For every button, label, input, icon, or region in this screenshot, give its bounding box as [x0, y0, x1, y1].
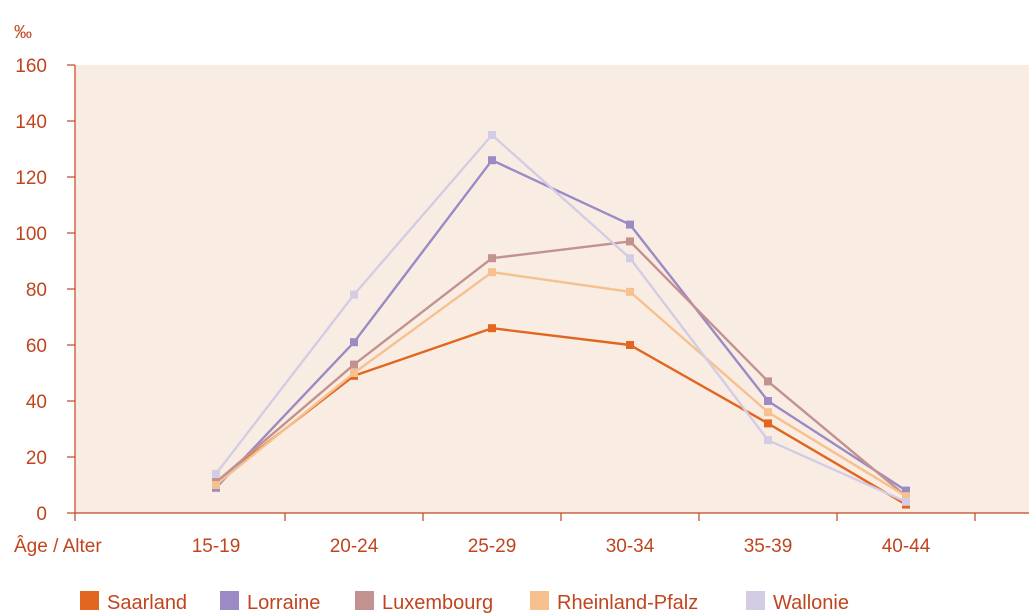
series-rheinland-pfalz — [212, 268, 910, 501]
y-tick-label: 80 — [26, 280, 47, 301]
x-tick-label: 25-29 — [468, 536, 517, 557]
data-point[interactable] — [902, 486, 910, 495]
series-layer — [212, 131, 910, 509]
axes: 0 20 40 60 80 100 120 140 160 15-19 20-24 25-29 30-3… — [15, 56, 1029, 557]
legend-swatch — [220, 591, 239, 610]
data-point[interactable] — [488, 268, 496, 277]
data-point[interactable] — [350, 290, 358, 299]
y-unit-label: ‰ — [14, 22, 32, 42]
series-line — [215, 133, 907, 503]
y-tick-label: 160 — [15, 56, 47, 77]
series-line — [215, 158, 907, 492]
data-point[interactable] — [212, 469, 220, 478]
legend-label: Luxembourg — [382, 592, 493, 614]
data-point[interactable] — [488, 131, 496, 139]
series-wallonie — [212, 131, 910, 506]
legend-label: Saarland — [107, 592, 187, 614]
y-tick-label: 140 — [15, 112, 47, 133]
x-tick-label: 20-24 — [330, 536, 379, 557]
series-line — [215, 240, 907, 498]
data-point[interactable] — [764, 436, 772, 445]
data-point[interactable] — [350, 360, 358, 369]
data-point[interactable] — [488, 156, 496, 165]
x-tick-label: 15-19 — [192, 536, 241, 557]
data-point[interactable] — [488, 324, 496, 333]
legend-item[interactable]: Luxembourg — [355, 591, 493, 614]
x-tick-label: 40-44 — [882, 536, 931, 557]
y-tick-label: 0 — [36, 504, 47, 525]
data-point[interactable] — [350, 338, 358, 347]
y-tick-label: 120 — [15, 168, 47, 189]
legend-swatch — [355, 591, 374, 610]
data-point[interactable] — [488, 254, 496, 263]
data-point[interactable] — [764, 377, 772, 386]
x-axis-title: Âge / Alter — [14, 535, 102, 557]
legend-item[interactable]: Lorraine — [220, 591, 320, 614]
data-point[interactable] — [764, 397, 772, 405]
data-point[interactable] — [626, 220, 634, 229]
legend-label: Wallonie — [773, 592, 849, 614]
data-point[interactable] — [902, 492, 910, 501]
legend-swatch — [746, 591, 765, 610]
y-tick-label: 20 — [26, 448, 47, 469]
legend-item[interactable]: Saarland — [80, 591, 187, 614]
y-tick-label: 60 — [26, 336, 47, 357]
legend-item[interactable]: Rheinland-Pfalz — [530, 591, 698, 614]
x-tick-label: 30-34 — [606, 536, 655, 557]
x-tick-label: 35-39 — [744, 536, 793, 557]
data-point[interactable] — [626, 237, 634, 246]
data-point[interactable] — [212, 481, 220, 489]
legend-item[interactable]: Wallonie — [746, 591, 849, 614]
series-line — [215, 271, 907, 498]
data-point[interactable] — [626, 341, 634, 349]
legend-label: Lorraine — [247, 592, 320, 614]
plot-background — [75, 65, 1029, 513]
y-tick-label: 40 — [26, 392, 47, 413]
legend-swatch — [80, 591, 99, 610]
data-point[interactable] — [350, 369, 358, 377]
legend[interactable]: Saarland Lorraine Luxembourg Rheinland-Pfal… — [80, 591, 849, 614]
legend-label: Rheinland-Pfalz — [557, 592, 698, 614]
data-point[interactable] — [626, 254, 634, 263]
data-point[interactable] — [626, 287, 634, 296]
y-tick-label: 100 — [15, 224, 47, 245]
series-line — [215, 327, 907, 506]
data-point[interactable] — [902, 497, 910, 506]
legend-swatch — [530, 591, 549, 610]
data-point[interactable] — [764, 408, 772, 417]
data-point[interactable] — [764, 419, 772, 428]
